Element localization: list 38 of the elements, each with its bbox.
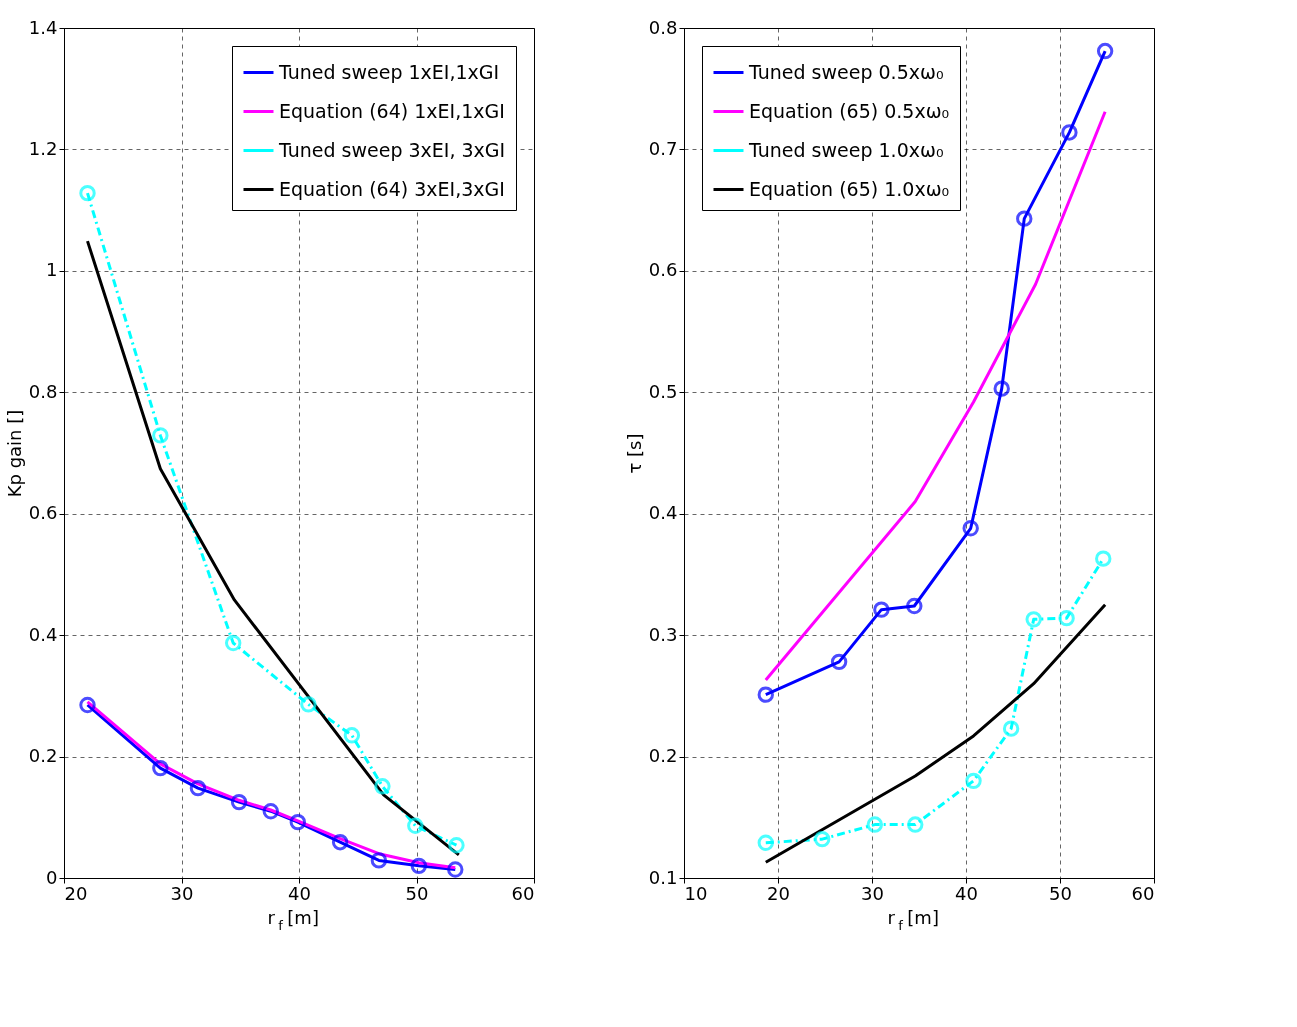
- x-tick-label: 10: [684, 882, 708, 904]
- y-tick-label: 0.6: [648, 259, 678, 281]
- x-tick-label: 60: [511, 882, 535, 904]
- y-tick-label: 0.4: [648, 502, 678, 524]
- y-tick-label: 0.2: [28, 745, 58, 767]
- x-tick-label: 40: [955, 882, 978, 904]
- x-tick-label: 60: [1131, 882, 1155, 904]
- x-tick-label: 30: [861, 882, 884, 904]
- y-tick-label: 0.1: [648, 866, 678, 888]
- line-series: [764, 603, 1107, 864]
- y-tick-label: 0.2: [648, 745, 678, 767]
- y-tick-label: 1.2: [28, 137, 58, 159]
- y-tick-label: 0.5: [648, 380, 678, 402]
- x-tick-label: 50: [405, 882, 429, 904]
- x-tick-label: 20: [767, 882, 790, 904]
- y-axis-title: Kp gain []: [3, 409, 25, 498]
- legend-label: Tuned sweep 0.5xω₀: [748, 60, 944, 83]
- legend-label: Equation (64) 3xEI,3xGI: [279, 177, 505, 200]
- y-tick-label: 1: [46, 259, 58, 281]
- legend-label: Tuned sweep 3xEI, 3xGI: [278, 138, 506, 161]
- x-tick-label: 20: [64, 882, 88, 904]
- legend-label: Tuned sweep 1.0xω₀: [748, 138, 944, 161]
- y-tick-label: 0.8: [28, 380, 58, 402]
- y-axis-title: τ [s]: [623, 433, 645, 474]
- y-tick-label: 1.4: [28, 16, 58, 38]
- legend-label: Equation (64) 1xEI,1xGI: [279, 99, 505, 122]
- y-tick-label: 0.8: [648, 16, 678, 38]
- legend-label: Equation (65) 0.5xω₀: [749, 99, 950, 122]
- y-tick-label: 0.6: [28, 502, 58, 524]
- legend-label: Equation (65) 1.0xω₀: [749, 177, 950, 200]
- legend-label: Tuned sweep 1xEI,1xGI: [278, 60, 500, 83]
- y-tick-label: 0.7: [648, 137, 678, 159]
- x-tick-label: 40: [288, 882, 311, 904]
- y-tick-label: 0.3: [648, 623, 678, 645]
- x-tick-label: 30: [170, 882, 194, 904]
- y-tick-label: 0: [46, 866, 58, 888]
- x-tick-label: 50: [1049, 882, 1072, 904]
- y-tick-label: 0.4: [28, 623, 58, 645]
